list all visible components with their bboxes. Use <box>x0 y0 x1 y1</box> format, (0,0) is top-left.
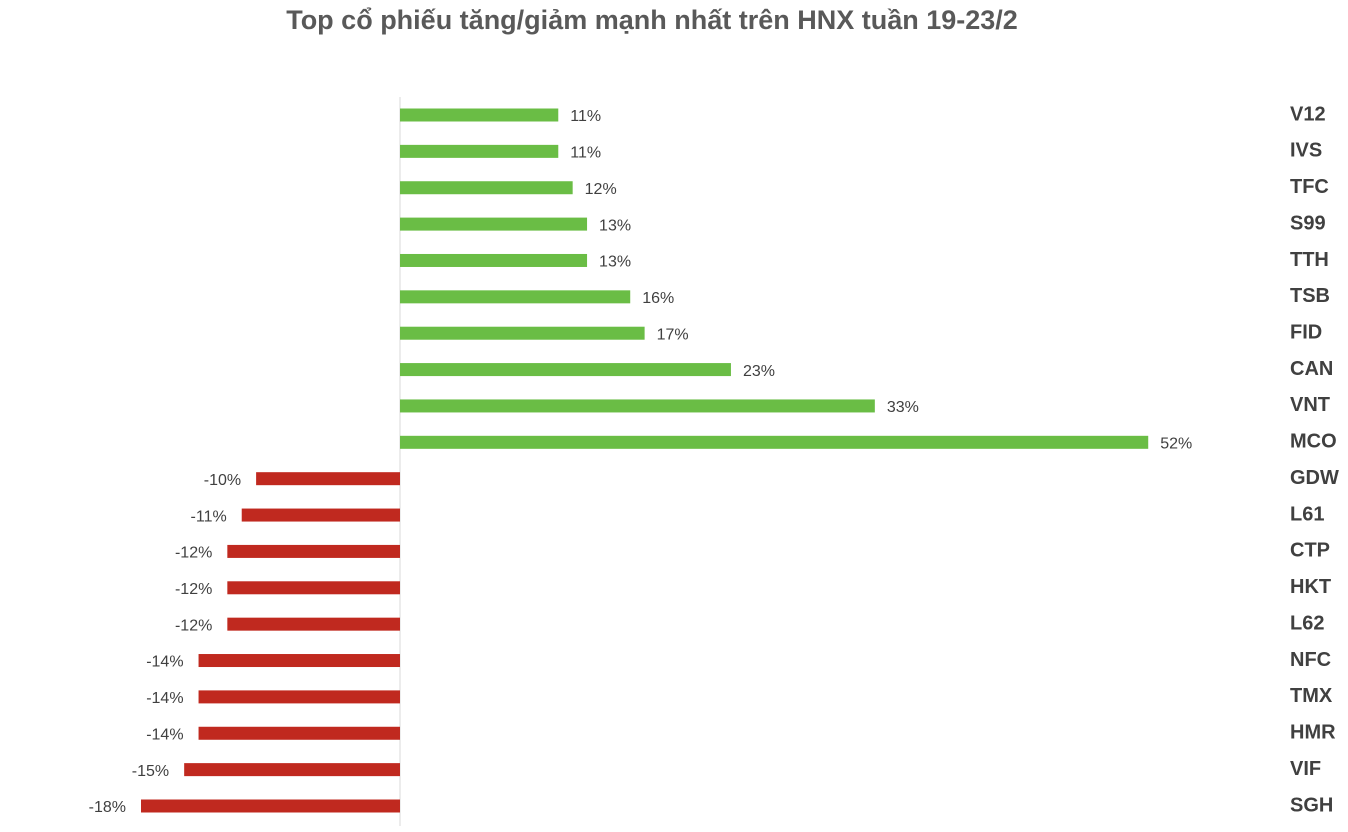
bar <box>141 799 400 813</box>
bar <box>184 763 400 777</box>
category-label: SGH <box>1290 794 1333 816</box>
category-label: CAN <box>1290 358 1333 380</box>
bar <box>400 290 631 304</box>
value-label: -14% <box>146 654 183 671</box>
category-label: L61 <box>1290 503 1324 525</box>
value-label: 52% <box>1160 436 1192 453</box>
category-label: VIF <box>1290 758 1321 780</box>
value-label: -18% <box>89 799 126 816</box>
value-label: 33% <box>887 399 919 416</box>
bar <box>400 217 588 231</box>
value-label: 11% <box>570 145 601 162</box>
value-label: -12% <box>175 617 212 634</box>
bar <box>400 435 1149 449</box>
value-label: -14% <box>146 726 183 743</box>
bar <box>400 326 645 340</box>
value-label: -14% <box>146 690 183 707</box>
value-label: 11% <box>570 108 601 125</box>
bar <box>400 144 559 158</box>
category-label: MCO <box>1290 431 1337 453</box>
value-label: 16% <box>642 290 674 307</box>
value-label: 13% <box>599 254 631 271</box>
value-label: -12% <box>175 545 212 562</box>
category-label: HKT <box>1290 576 1331 598</box>
value-label: 12% <box>585 181 617 198</box>
value-label: -15% <box>132 763 169 780</box>
bar <box>227 544 400 558</box>
bar <box>198 726 400 740</box>
category-label: IVS <box>1290 140 1322 162</box>
bar <box>227 581 400 595</box>
value-label: -11% <box>191 508 227 525</box>
bar <box>227 617 400 631</box>
category-label: HMR <box>1290 722 1336 744</box>
bar <box>400 181 573 195</box>
category-label: FID <box>1290 321 1322 343</box>
category-label: TFC <box>1290 176 1329 198</box>
category-label: GDW <box>1290 467 1339 489</box>
category-label: TSB <box>1290 285 1330 307</box>
category-label: TTH <box>1290 249 1329 271</box>
category-label: CTP <box>1290 540 1330 562</box>
bar <box>241 508 400 522</box>
category-label: S99 <box>1290 212 1326 234</box>
category-label: VNT <box>1290 394 1330 416</box>
bar <box>198 690 400 704</box>
value-label: -12% <box>175 581 212 598</box>
category-label: V12 <box>1290 103 1326 125</box>
bar <box>256 472 400 486</box>
value-label: 13% <box>599 217 631 234</box>
bar <box>400 108 559 122</box>
value-label: 23% <box>743 363 775 380</box>
category-label: L62 <box>1290 612 1324 634</box>
value-label: -10% <box>204 472 241 489</box>
bar <box>198 654 400 668</box>
chart-title: Top cổ phiếu tăng/giảm mạnh nhất trên HN… <box>286 5 1018 35</box>
bar <box>400 363 731 377</box>
category-label: TMX <box>1290 685 1333 707</box>
value-label: 17% <box>657 326 689 343</box>
bar <box>400 399 875 413</box>
category-label: NFC <box>1290 649 1331 671</box>
bar <box>400 253 588 267</box>
